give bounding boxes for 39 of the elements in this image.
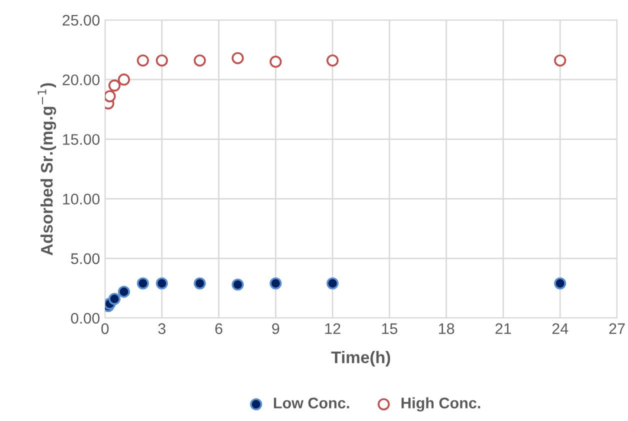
point xyxy=(270,277,282,290)
x-tick-label: 0 xyxy=(101,323,109,334)
y-tick-label: 20.00 xyxy=(62,74,100,86)
point xyxy=(232,278,244,291)
point xyxy=(105,90,116,102)
x-tick-label: 3 xyxy=(158,323,166,334)
point xyxy=(270,56,282,68)
y-tick-label: 5.00 xyxy=(71,253,100,264)
point xyxy=(156,54,168,67)
x-tick-label: 18 xyxy=(439,323,454,334)
y-tick-label: 10.00 xyxy=(63,194,100,204)
point xyxy=(108,292,121,305)
y-tick-label: 15.00 xyxy=(63,134,100,145)
legend-label: High Conc. xyxy=(402,397,480,412)
x-axis-title: Time(h) xyxy=(331,350,390,367)
point xyxy=(326,277,339,290)
point xyxy=(108,80,121,92)
x-tick-label: 12 xyxy=(325,323,340,334)
point xyxy=(232,52,244,64)
x-tick-label: 9 xyxy=(272,323,280,334)
point xyxy=(156,277,168,290)
y-tick-label: 25.00 xyxy=(62,14,100,26)
point xyxy=(554,277,566,290)
x-tick-label: 15 xyxy=(382,323,398,334)
point xyxy=(118,74,130,86)
x-tick-label: 24 xyxy=(552,323,568,334)
point xyxy=(118,286,130,298)
point xyxy=(136,54,149,67)
point xyxy=(194,277,206,290)
point xyxy=(136,277,149,290)
point xyxy=(194,54,206,67)
x-tick-label: 21 xyxy=(495,323,511,334)
y-axis-title: Adsorbed Sr.(mg.g$^{−1}$) xyxy=(38,83,56,256)
point xyxy=(326,54,339,67)
y-tick-label: 0.00 xyxy=(71,312,100,324)
legend-label: Low Conc. xyxy=(274,398,350,408)
x-tick-label: 6 xyxy=(215,323,222,334)
point xyxy=(554,54,566,67)
x-tick-label: 27 xyxy=(609,323,625,334)
